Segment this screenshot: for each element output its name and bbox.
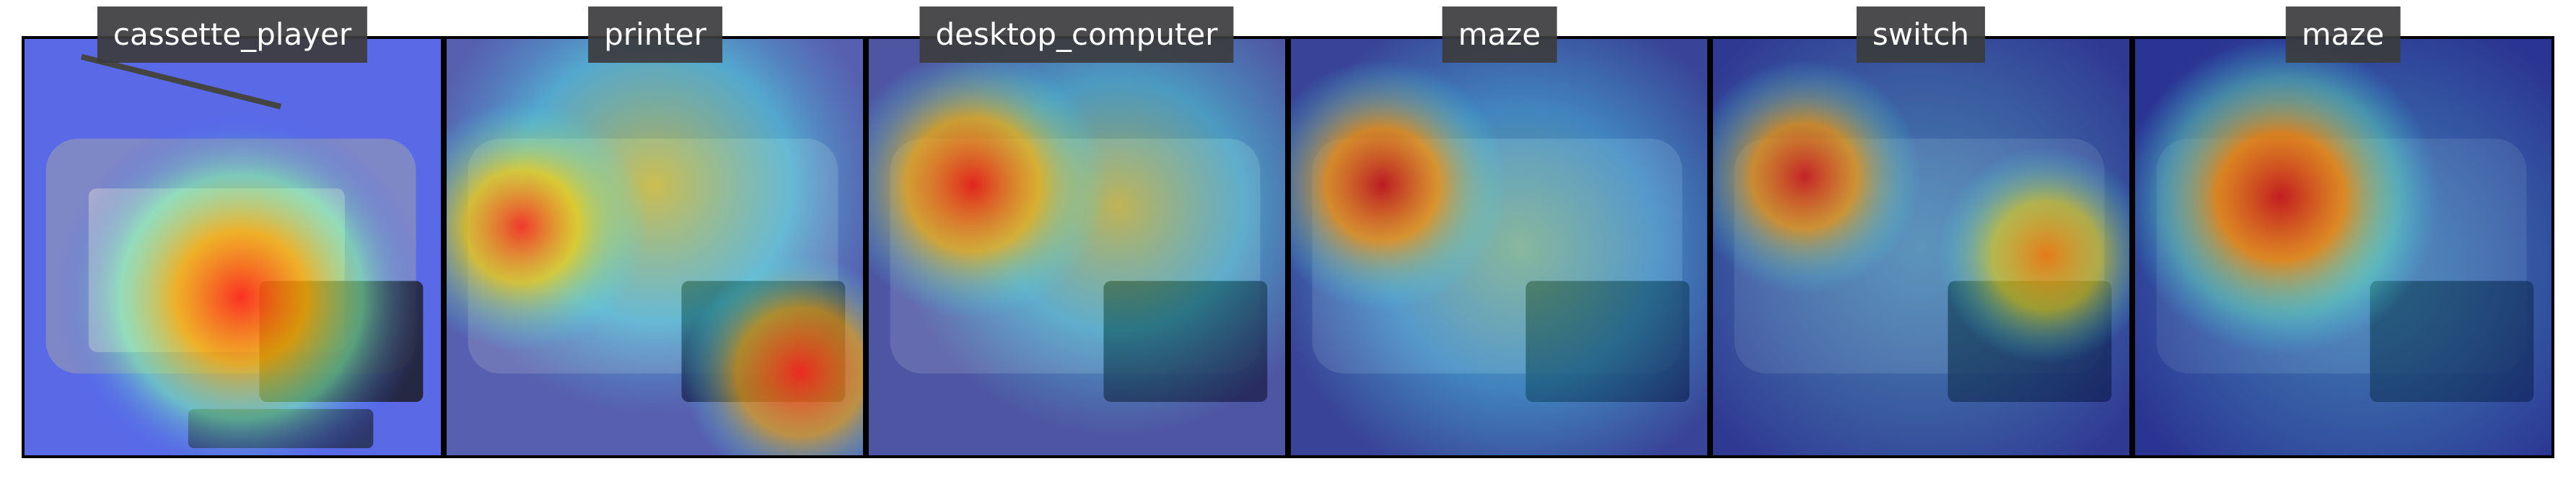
heatmap-image-3 xyxy=(869,39,1285,455)
heatmap-panel-4 xyxy=(1288,36,1710,458)
heatmap-panel-2 xyxy=(444,36,866,458)
heatmap-panel-6 xyxy=(2132,36,2554,458)
panel-label-1: cassette_player xyxy=(97,6,368,63)
heatmap-panel-1 xyxy=(22,36,444,458)
panel-label-4: maze xyxy=(1442,6,1557,63)
heatmap-image-2 xyxy=(447,39,863,455)
heatmap-image-1 xyxy=(25,39,441,455)
heatmap-image-5 xyxy=(1713,39,2129,455)
heatmap-panel-3 xyxy=(866,36,1288,458)
heatmap-image-4 xyxy=(1291,39,1707,455)
panel-label-6: maze xyxy=(2285,6,2401,63)
heatmap-panel-5 xyxy=(1710,36,2132,458)
panel-label-5: switch xyxy=(1856,6,1986,63)
panel-label-3: desktop_computer xyxy=(919,6,1234,63)
heatmap-image-6 xyxy=(2135,39,2551,455)
panel-label-2: printer xyxy=(588,6,722,63)
